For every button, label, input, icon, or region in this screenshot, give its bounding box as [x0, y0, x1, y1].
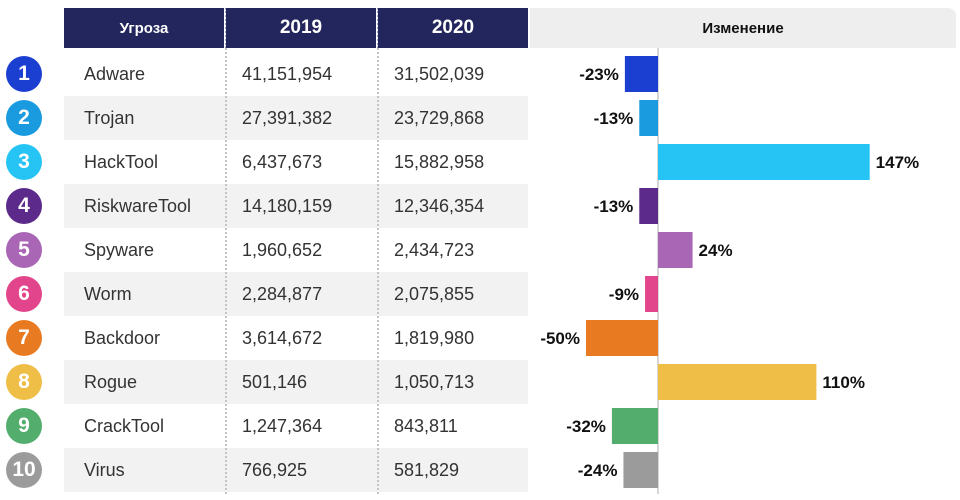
rank-badge: 5	[6, 232, 42, 268]
change-label: -50%	[540, 329, 580, 348]
rank-badge: 8	[6, 364, 42, 400]
value-2019: 766,925	[242, 459, 308, 480]
value-2020: 31,502,039	[394, 63, 485, 84]
rank-badge: 6	[6, 276, 42, 312]
table-row: Trojan 27,391,382 23,729,868	[64, 96, 528, 140]
threat-name: Worm	[84, 283, 132, 304]
threat-name: Trojan	[84, 107, 135, 128]
change-bar	[658, 232, 693, 268]
value-2020: 1,050,713	[394, 371, 475, 392]
threat-name: Rogue	[84, 371, 138, 392]
column-divider	[225, 48, 227, 494]
value-2019: 27,391,382	[242, 107, 333, 128]
value-2020: 1,819,980	[394, 327, 475, 348]
table-row: Virus 766,925 581,829	[64, 448, 528, 492]
table-row: HackTool 6,437,673 15,882,958	[64, 140, 528, 184]
rank-badge: 3	[6, 144, 42, 180]
threat-name: Virus	[84, 459, 125, 480]
change-label: 110%	[822, 373, 865, 392]
value-2020: 581,829	[394, 459, 460, 480]
rank-badge: 7	[6, 320, 42, 356]
header-2020: 2020	[378, 8, 528, 48]
value-2020: 15,882,958	[394, 151, 485, 172]
value-2020: 2,075,855	[394, 283, 475, 304]
threat-name: CrackTool	[84, 415, 165, 436]
value-2020: 12,346,354	[394, 195, 485, 216]
change-bar	[611, 408, 658, 444]
threat-name: Spyware	[84, 239, 155, 260]
table-row: Spyware 1,960,652 2,434,723	[64, 228, 528, 272]
threat-name: RiskwareTool	[84, 195, 192, 216]
value-2020: 2,434,723	[394, 239, 475, 260]
change-bar	[658, 144, 870, 180]
column-divider	[377, 48, 379, 494]
value-2019: 501,146	[242, 371, 308, 392]
change-bar	[645, 276, 658, 312]
change-bar	[639, 100, 658, 136]
table-row: CrackTool 1,247,364 843,811	[64, 404, 528, 448]
change-label: 24%	[699, 241, 733, 260]
header-2019: 2019	[226, 8, 376, 48]
value-2019: 1,247,364	[242, 415, 323, 436]
table-row: Adware 41,151,954 31,502,039	[64, 52, 528, 96]
threat-name: Backdoor	[84, 327, 161, 348]
value-2019: 3,614,672	[242, 327, 323, 348]
rank-badge: 2	[6, 100, 42, 136]
value-2019: 41,151,954	[242, 63, 333, 84]
table-row: Rogue 501,146 1,050,713	[64, 360, 528, 404]
change-bar	[624, 56, 658, 92]
change-label: -32%	[566, 417, 606, 436]
threat-name: HackTool	[84, 151, 159, 172]
table-row: RiskwareTool 14,180,159 12,346,354	[64, 184, 528, 228]
table-row: Worm 2,284,877 2,075,855	[64, 272, 528, 316]
change-label: -23%	[579, 65, 619, 84]
value-2020: 23,729,868	[394, 107, 485, 128]
change-bar	[639, 188, 658, 224]
change-label: -13%	[594, 197, 634, 216]
change-label: -9%	[609, 285, 639, 304]
table-row: Backdoor 3,614,672 1,819,980	[64, 316, 528, 360]
value-2019: 14,180,159	[242, 195, 333, 216]
change-label: -24%	[578, 461, 618, 480]
change-label: 147%	[876, 153, 919, 172]
value-2020: 843,811	[394, 415, 458, 436]
rank-badge: 9	[6, 408, 42, 444]
rank-badge: 10	[6, 452, 42, 488]
header-change: Изменение	[530, 8, 956, 48]
change-bar-chart: -23% -13% 147% -13% 24% -9% -50% 110% -32% -24%	[540, 48, 919, 494]
change-bar	[623, 452, 658, 488]
threat-name: Adware	[84, 63, 146, 84]
change-bar	[586, 320, 658, 356]
value-2019: 2,284,877	[242, 283, 323, 304]
value-2019: 1,960,652	[242, 239, 323, 260]
value-2019: 6,437,673	[242, 151, 323, 172]
change-label: -13%	[594, 109, 634, 128]
change-bar	[658, 364, 817, 400]
rank-badge: 1	[6, 56, 42, 92]
rank-badge: 4	[6, 188, 42, 224]
header-threat: Угроза	[64, 8, 224, 48]
